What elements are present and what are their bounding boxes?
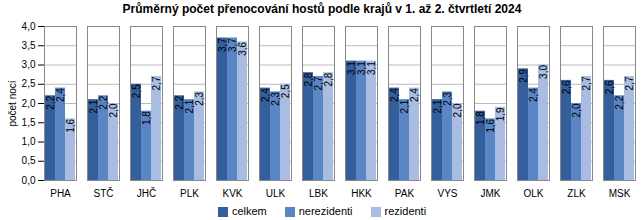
svg-text:2,7: 2,7 (581, 76, 592, 90)
svg-text:2,1: 2,1 (398, 99, 410, 114)
svg-text:1,5: 1,5 (22, 117, 36, 128)
svg-text:0,5: 0,5 (22, 155, 36, 166)
svg-text:2,6: 2,6 (561, 80, 572, 94)
svg-text:1,9: 1,9 (495, 107, 506, 121)
svg-text:2,2: 2,2 (44, 95, 56, 110)
svg-text:4,0: 4,0 (22, 21, 36, 32)
svg-text:2,1: 2,1 (183, 99, 195, 114)
svg-text:LBK: LBK (309, 188, 328, 199)
svg-text:KVK: KVK (222, 188, 242, 199)
svg-text:JHČ: JHČ (137, 187, 156, 199)
svg-text:MSK: MSK (609, 188, 631, 199)
svg-text:2,0: 2,0 (571, 103, 582, 117)
html-text:Průměrný počet přenocování hos: Průměrný počet přenocování hostů podle k… (122, 2, 522, 16)
svg-text:2,2: 2,2 (614, 95, 625, 109)
svg-text:PAK: PAK (395, 188, 415, 199)
svg-text:2,4: 2,4 (409, 88, 420, 102)
svg-text:3,7: 3,7 (216, 38, 228, 52)
svg-text:ULK: ULK (266, 188, 286, 199)
svg-text:JMK: JMK (481, 188, 501, 199)
svg-text:PLK: PLK (180, 188, 199, 199)
svg-text:2,5: 2,5 (280, 84, 291, 98)
svg-text:2,6: 2,6 (604, 80, 615, 94)
svg-text:2,7: 2,7 (312, 76, 324, 91)
svg-text:3,6: 3,6 (237, 41, 248, 55)
svg-text:2,4: 2,4 (55, 88, 66, 102)
svg-text:2,7: 2,7 (151, 76, 162, 90)
svg-text:2,7: 2,7 (624, 76, 635, 90)
svg-text:2,2: 2,2 (97, 95, 109, 110)
svg-text:2,0: 2,0 (108, 103, 119, 117)
svg-text:3,0: 3,0 (538, 65, 549, 79)
html-text:celkem: celkem (231, 205, 267, 217)
svg-text:STČ: STČ (94, 187, 114, 199)
svg-text:2,0: 2,0 (452, 103, 463, 117)
svg-text:2,4: 2,4 (528, 88, 539, 102)
svg-text:1,8: 1,8 (141, 111, 152, 125)
svg-text:2,3: 2,3 (194, 92, 205, 106)
svg-text:2,9: 2,9 (518, 68, 529, 82)
svg-text:3,5: 3,5 (22, 40, 36, 51)
svg-text:0,0: 0,0 (22, 175, 36, 186)
svg-text:počet nocí: počet nocí (7, 80, 18, 126)
svg-text:2,8: 2,8 (323, 72, 334, 86)
svg-text:1,6: 1,6 (65, 118, 76, 132)
svg-text:2,3: 2,3 (269, 91, 281, 106)
svg-text:2,0: 2,0 (22, 98, 36, 109)
svg-text:2,2: 2,2 (173, 95, 185, 110)
svg-text:2,4: 2,4 (388, 88, 400, 102)
html-text:rezidenti: rezidenti (384, 205, 427, 217)
svg-text:3,7: 3,7 (226, 38, 238, 52)
svg-text:1,6: 1,6 (484, 118, 496, 133)
svg-text:2,1: 2,1 (431, 99, 443, 114)
svg-text:1,0: 1,0 (22, 136, 36, 147)
svg-text:2,5: 2,5 (131, 84, 142, 98)
svg-text:ZLK: ZLK (567, 188, 586, 199)
svg-text:PHA: PHA (50, 188, 71, 199)
html-text:nerezidenti: nerezidenti (298, 205, 353, 217)
svg-text:3,1: 3,1 (355, 61, 367, 76)
svg-text:1,8: 1,8 (474, 111, 486, 126)
svg-text:HKK: HKK (351, 188, 372, 199)
svg-text:3,1: 3,1 (366, 61, 377, 75)
svg-text:2,1: 2,1 (87, 99, 99, 114)
svg-text:OLK: OLK (523, 188, 543, 199)
svg-text:2,3: 2,3 (441, 91, 453, 106)
svg-text:VYS: VYS (437, 188, 457, 199)
svg-text:2,5: 2,5 (22, 78, 36, 89)
svg-text:3,0: 3,0 (22, 59, 36, 70)
svg-text:3,1: 3,1 (345, 61, 357, 76)
svg-text:2,8: 2,8 (302, 72, 314, 87)
svg-text:2,4: 2,4 (259, 88, 271, 102)
